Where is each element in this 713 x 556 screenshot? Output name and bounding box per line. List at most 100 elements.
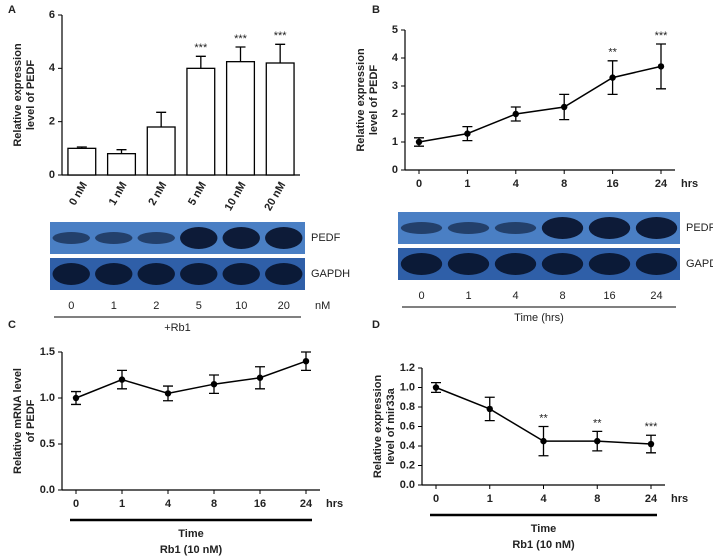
x-axis-label: Rb1 (10 nM)	[160, 544, 223, 556]
lane-label: 4	[512, 290, 518, 302]
significance: ***	[655, 30, 669, 42]
lane-label: 10	[235, 300, 247, 312]
y-axis-label: level of PEDF	[368, 65, 380, 136]
error-bar	[559, 93, 570, 121]
error-bar	[235, 46, 246, 62]
y-tick-label: 6	[49, 9, 55, 21]
blot-caption: Time (hrs)	[514, 312, 564, 324]
x-tick-label: 10 nM	[223, 180, 249, 213]
y-tick-label: 4	[392, 52, 399, 64]
blot-band	[541, 253, 584, 275]
blot-band	[635, 253, 678, 275]
error-bar	[431, 381, 441, 394]
blot-band	[52, 263, 90, 285]
blot-band	[95, 232, 133, 244]
x-tick-label: 16	[606, 178, 618, 190]
error-bar	[646, 434, 656, 454]
error-bar	[195, 55, 206, 69]
bar	[67, 147, 97, 176]
x-tick-label: 5 nM	[186, 180, 209, 208]
bar	[106, 153, 137, 176]
lane-label: 0	[418, 290, 424, 302]
x-tick-label: 0	[416, 178, 422, 190]
x-tick-label: 4	[513, 178, 520, 190]
y-tick-label: 0.0	[400, 479, 415, 491]
band-label: PEDF	[686, 222, 713, 234]
panel-label: A	[8, 4, 16, 16]
blot-band	[95, 263, 133, 285]
x-tick-label: 1	[487, 493, 493, 505]
bar	[265, 62, 295, 176]
bar	[146, 126, 176, 176]
band-label: GAPDH	[311, 268, 350, 280]
x-tick-label: 8	[561, 178, 567, 190]
error-bar	[510, 106, 521, 122]
blot-band	[494, 253, 537, 275]
x-tick-label: 2 nM	[146, 180, 169, 208]
error-bar	[163, 385, 173, 402]
y-tick-label: 0.4	[400, 440, 416, 452]
error-bar	[462, 125, 473, 142]
error-bar	[538, 425, 549, 457]
panel-label: D	[372, 319, 380, 331]
error-bar	[76, 146, 87, 149]
y-tick-label: 5	[392, 24, 398, 36]
y-tick-label: 2	[49, 116, 55, 128]
blot-band	[137, 232, 175, 244]
y-tick-label: 4	[49, 62, 56, 74]
x-axis-label: Time	[531, 523, 556, 535]
significance: **	[539, 412, 548, 424]
y-axis-label: Relative expression	[12, 43, 24, 147]
error-bar	[156, 111, 167, 127]
x-tick-label: 1	[119, 498, 125, 510]
band-label: PEDF	[311, 232, 341, 244]
blot-band	[588, 217, 631, 239]
y-axis-label: level of PEDF	[25, 60, 37, 131]
y-tick-label: 1.5	[40, 346, 55, 358]
significance: ***	[234, 33, 248, 45]
blot-band	[265, 227, 303, 249]
x-tick-label: 24	[645, 493, 658, 505]
y-tick-label: 0.0	[40, 484, 55, 496]
error-bar	[592, 430, 603, 452]
y-axis-label: of PEDF	[25, 399, 37, 442]
panel-label: B	[372, 4, 380, 16]
x-tick-label: 8	[594, 493, 600, 505]
blot-band	[265, 263, 303, 285]
x-tick-label: 16	[254, 498, 266, 510]
significance: ***	[194, 42, 208, 54]
error-bar	[116, 149, 127, 154]
x-tick-label: 4	[540, 493, 547, 505]
lane-label: 1	[465, 290, 471, 302]
error-bar	[71, 390, 81, 406]
error-bar	[656, 43, 666, 90]
x-tick-label: 24	[300, 498, 313, 510]
x-tick-label: 0 nM	[67, 180, 90, 208]
blot-strip	[398, 212, 680, 244]
blot-band	[400, 253, 443, 275]
x-tick-label: 8	[211, 498, 217, 510]
lane-label: 1	[111, 300, 117, 312]
blot-band	[494, 222, 537, 234]
x-unit: hrs	[681, 178, 698, 190]
bar	[186, 67, 216, 176]
y-axis-label: Relative expression	[372, 375, 384, 479]
significance: **	[593, 417, 602, 429]
panel-label: C	[8, 319, 16, 331]
error-bar	[301, 351, 311, 372]
error-bar	[255, 366, 265, 390]
error-bar	[484, 396, 495, 422]
significance: ***	[645, 421, 659, 433]
error-bar	[414, 137, 424, 147]
x-tick-label: 4	[165, 498, 172, 510]
x-unit: hrs	[326, 498, 343, 510]
blot-strip	[50, 222, 305, 254]
lane-label: 5	[196, 300, 202, 312]
blot-band	[635, 217, 678, 239]
y-tick-label: 2	[392, 108, 398, 120]
x-tick-label: 20 nM	[262, 180, 288, 213]
y-tick-label: 0.2	[400, 459, 415, 471]
blot-band	[447, 253, 490, 275]
x-axis-label: Rb1 (10 nM)	[512, 539, 575, 551]
